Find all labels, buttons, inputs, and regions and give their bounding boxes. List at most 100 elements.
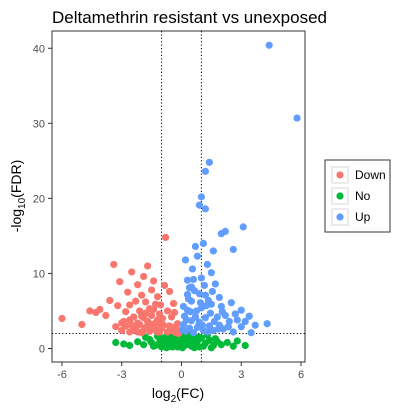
point-up: [187, 283, 196, 291]
point-up: [201, 314, 209, 322]
point-no: [126, 341, 134, 350]
point-no: [140, 341, 148, 349]
point-no: [207, 344, 215, 352]
point-down: [112, 323, 120, 331]
legend-label-up: Up: [355, 210, 371, 224]
point-up: [214, 325, 222, 333]
point-up: [189, 275, 198, 284]
point-up: [205, 158, 213, 166]
point-down: [142, 309, 150, 317]
point-no: [168, 343, 177, 351]
point-down: [148, 286, 156, 294]
point-up: [231, 310, 239, 318]
data-points: [58, 41, 301, 352]
point-up: [201, 291, 209, 299]
point-no: [190, 344, 199, 352]
point-no: [164, 338, 173, 346]
point-no: [223, 338, 231, 347]
point-down: [126, 301, 134, 309]
point-no: [211, 335, 219, 343]
point-up: [197, 274, 206, 282]
point-down: [156, 301, 165, 309]
point-down: [110, 260, 118, 269]
legend-label-down: Down: [355, 168, 386, 182]
point-up: [245, 312, 253, 320]
point-up: [203, 328, 211, 336]
point-up: [206, 309, 214, 317]
point-no: [241, 341, 249, 350]
point-no: [162, 344, 171, 352]
point-down: [159, 321, 168, 329]
point-up: [265, 41, 273, 49]
point-no: [217, 341, 225, 349]
point-down: [126, 316, 134, 324]
point-down: [116, 278, 124, 286]
point-no: [233, 337, 241, 345]
point-up: [197, 193, 206, 201]
point-up: [209, 247, 217, 255]
point-down: [58, 314, 66, 323]
point-up: [237, 306, 245, 314]
point-down: [144, 262, 152, 270]
point-up: [217, 230, 225, 238]
point-up: [196, 299, 205, 307]
point-down: [163, 307, 172, 315]
point-up: [193, 252, 202, 260]
legend-marker-up: [336, 213, 344, 221]
point-down: [86, 307, 94, 315]
point-up: [181, 256, 190, 264]
point-up: [179, 302, 188, 311]
point-no: [120, 340, 128, 348]
point-up: [184, 295, 193, 303]
point-up: [183, 276, 192, 284]
y-tick-label: 30: [33, 118, 45, 130]
point-up: [215, 293, 223, 302]
point-up: [186, 308, 195, 316]
point-up: [198, 321, 207, 329]
point-down: [102, 311, 110, 320]
point-up: [182, 316, 191, 324]
point-up: [247, 329, 255, 337]
x-tick-label: 0: [178, 369, 184, 381]
legend-label-no: No: [355, 189, 371, 203]
y-axis-title: -log10(FDR): [8, 160, 28, 233]
y-axis-title-subscript: 10: [17, 197, 28, 209]
point-down: [118, 319, 126, 327]
point-no: [112, 338, 120, 347]
x-tick-label: 3: [238, 369, 244, 381]
point-up: [201, 167, 209, 175]
y-tick-label: 20: [33, 193, 45, 205]
legend: Down No Up: [324, 159, 391, 233]
point-up: [189, 329, 198, 337]
point-up: [224, 323, 232, 331]
x-tick-label: -6: [57, 369, 67, 381]
point-up: [263, 320, 271, 328]
point-no: [180, 337, 189, 345]
chart-title: Deltamethrin resistant vs unexposed: [52, 8, 327, 27]
point-down: [161, 233, 170, 242]
point-down: [136, 320, 144, 329]
point-down: [140, 272, 148, 281]
point-up: [210, 317, 218, 326]
x-axis: -6 -3 0 3 6: [57, 362, 304, 381]
point-up: [207, 269, 215, 277]
point-down: [148, 311, 156, 320]
x-axis-title: log2(FC): [152, 385, 204, 405]
point-up: [293, 114, 301, 122]
point-up: [251, 321, 259, 329]
point-up: [178, 326, 187, 334]
point-up: [203, 260, 211, 269]
point-up: [192, 307, 201, 315]
point-up: [229, 245, 237, 254]
point-up: [227, 299, 235, 307]
point-up: [211, 280, 219, 288]
point-down: [138, 291, 146, 299]
point-down: [122, 308, 130, 316]
point-down: [128, 268, 136, 276]
point-down: [170, 308, 179, 317]
point-down: [134, 328, 142, 336]
point-up: [233, 316, 241, 324]
point-up: [218, 308, 226, 316]
point-down: [149, 277, 158, 285]
point-up: [229, 328, 237, 336]
